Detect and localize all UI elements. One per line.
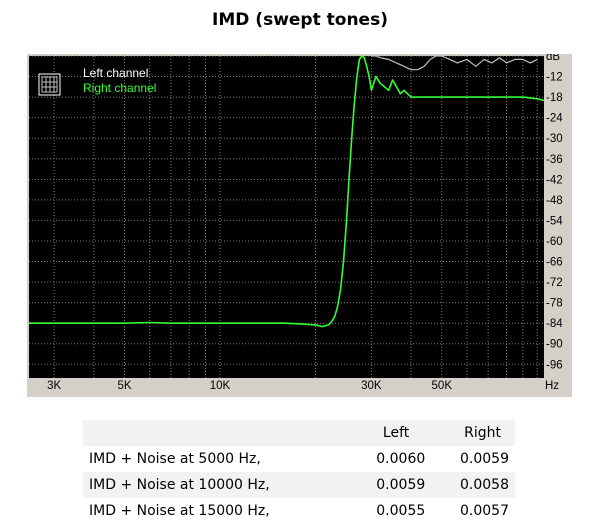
table-header-blank xyxy=(83,420,348,446)
row-label: IMD + Noise at 10000 Hz, xyxy=(83,472,348,498)
x-tick-label: 3K xyxy=(47,380,61,392)
y-tick-label: -96 xyxy=(546,359,563,371)
chart-title: IMD (swept tones) xyxy=(212,10,388,30)
y-tick-label: -42 xyxy=(546,174,563,186)
table-row: IMD + Noise at 15000 Hz, 0.0055 0.0057 xyxy=(83,498,515,524)
legend-entry-right: Right channel xyxy=(83,81,156,95)
row-right-value: 0.0059 xyxy=(431,446,515,472)
y-tick-label: -60 xyxy=(546,236,563,248)
row-label: IMD + Noise at 5000 Hz, xyxy=(83,446,348,472)
y-tick-label: -72 xyxy=(546,277,563,289)
row-left-value: 0.0059 xyxy=(347,472,432,498)
x-tick-label: 50K xyxy=(432,380,453,392)
series-line-right xyxy=(29,55,545,328)
y-tick-label: -30 xyxy=(546,133,563,145)
x-unit-label: Hz xyxy=(545,380,559,392)
y-tick-label: -24 xyxy=(546,113,563,125)
legend-box xyxy=(38,73,61,96)
row-right-value: 0.0057 xyxy=(431,498,515,524)
table-header-right: Right xyxy=(431,420,515,446)
y-tick-label: -12 xyxy=(546,72,563,84)
table-row: IMD + Noise at 5000 Hz, 0.0060 0.0059 xyxy=(83,446,515,472)
imd-chart: Left channel Right channel dB -12 -18 -24 -30 -… xyxy=(27,54,572,397)
table-header-row: Left Right xyxy=(83,420,515,446)
plot-area xyxy=(29,56,544,378)
y-tick-label: -54 xyxy=(546,215,563,227)
y-tick-label: -36 xyxy=(546,154,563,166)
table-header-left: Left xyxy=(347,420,432,446)
imd-table: Left Right IMD + Noise at 5000 Hz, 0.006… xyxy=(83,420,515,524)
x-tick-label: 10K xyxy=(210,380,231,392)
y-tick-label: -78 xyxy=(546,298,563,310)
table-row: IMD + Noise at 10000 Hz, 0.0059 0.0058 xyxy=(83,472,515,498)
series-line-left xyxy=(371,55,538,71)
y-tick-label: dB xyxy=(546,54,560,63)
y-tick-label: -66 xyxy=(546,257,563,269)
row-left-value: 0.0055 xyxy=(347,498,432,524)
x-tick-label: 5K xyxy=(117,380,131,392)
legend-entry-left: Left channel xyxy=(83,66,148,80)
x-tick-label: 30K xyxy=(361,380,382,392)
y-tick-label: -48 xyxy=(546,195,563,207)
row-label: IMD + Noise at 15000 Hz, xyxy=(83,498,348,524)
y-tick-label: -18 xyxy=(546,92,563,104)
y-tick-label: -90 xyxy=(546,339,563,351)
row-left-value: 0.0060 xyxy=(347,446,432,472)
y-tick-label: -84 xyxy=(546,318,563,330)
row-right-value: 0.0058 xyxy=(431,472,515,498)
